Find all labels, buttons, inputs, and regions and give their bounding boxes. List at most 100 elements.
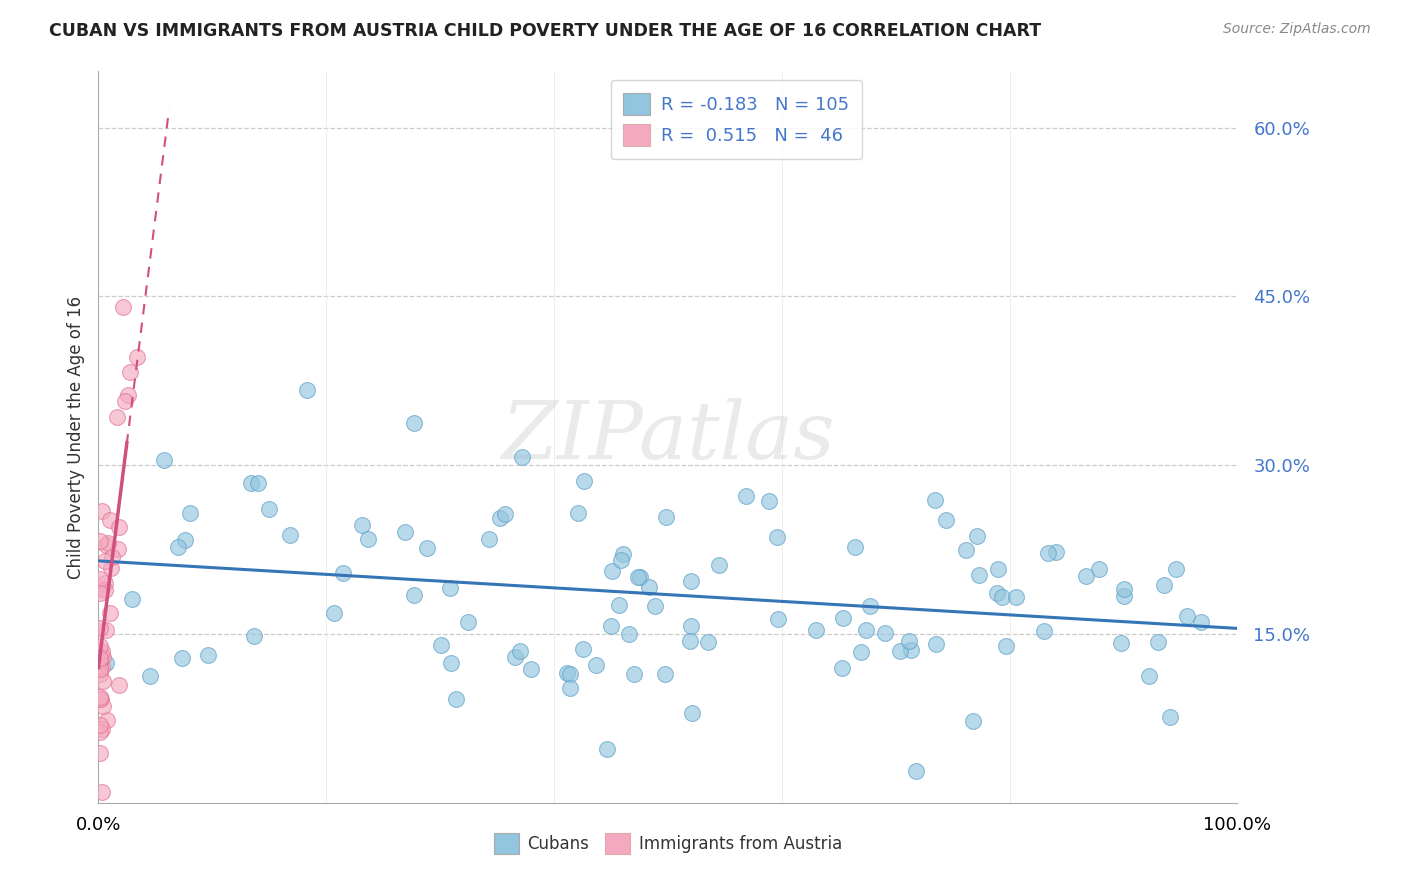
Y-axis label: Child Poverty Under the Age of 16: Child Poverty Under the Age of 16 — [66, 295, 84, 579]
Point — [509, 643, 531, 657]
Point — [89, 717, 111, 731]
Point — [1164, 562, 1187, 576]
Point — [89, 724, 111, 739]
Point — [1109, 636, 1132, 650]
Point — [89, 653, 111, 667]
Point — [242, 629, 264, 643]
Point — [89, 586, 111, 600]
Point — [697, 635, 720, 649]
Point — [91, 660, 114, 674]
Point — [101, 550, 124, 565]
Text: Source: ZipAtlas.com: Source: ZipAtlas.com — [1223, 22, 1371, 37]
Point — [1137, 668, 1160, 682]
Point — [100, 561, 122, 575]
Point — [430, 638, 453, 652]
Point — [170, 650, 193, 665]
Point — [138, 669, 160, 683]
Point — [278, 528, 301, 542]
Point — [873, 626, 896, 640]
Point — [114, 394, 136, 409]
Point — [94, 575, 117, 590]
Point — [257, 501, 280, 516]
Point — [152, 453, 174, 467]
Point — [90, 582, 112, 596]
Point — [612, 547, 634, 561]
Point — [596, 742, 619, 756]
Point — [107, 410, 129, 425]
Point — [966, 529, 988, 543]
Point — [96, 713, 118, 727]
Point — [174, 533, 197, 548]
Point — [94, 623, 117, 637]
Point — [89, 692, 111, 706]
Point — [558, 667, 581, 681]
Point — [558, 681, 581, 695]
Point — [111, 300, 134, 314]
Point — [457, 615, 479, 630]
Point — [125, 350, 148, 364]
Point — [1036, 546, 1059, 560]
Point — [91, 650, 114, 665]
Point — [89, 690, 111, 704]
Point — [654, 667, 676, 681]
Point — [197, 648, 219, 662]
Point — [1146, 635, 1168, 649]
Point — [1112, 582, 1135, 596]
Point — [91, 784, 114, 798]
Point — [94, 582, 117, 597]
Point — [90, 692, 112, 706]
Point — [121, 591, 143, 606]
Point — [439, 581, 461, 595]
Point — [89, 639, 111, 653]
Point — [89, 572, 111, 586]
Text: CUBAN VS IMMIGRANTS FROM AUSTRIA CHILD POVERTY UNDER THE AGE OF 16 CORRELATION C: CUBAN VS IMMIGRANTS FROM AUSTRIA CHILD P… — [49, 22, 1042, 40]
Point — [89, 746, 111, 760]
Point — [638, 580, 661, 594]
Point — [925, 636, 948, 650]
Text: ZIPatlas: ZIPatlas — [501, 399, 835, 475]
Point — [89, 534, 111, 549]
Point — [758, 494, 780, 508]
Point — [520, 662, 543, 676]
Point — [766, 530, 789, 544]
Point — [446, 691, 468, 706]
Point — [416, 541, 439, 555]
Point — [91, 674, 114, 689]
Point — [1175, 609, 1198, 624]
Point — [987, 562, 1010, 576]
Point — [617, 626, 640, 640]
Point — [439, 657, 461, 671]
Point — [89, 660, 111, 674]
Point — [1159, 709, 1181, 723]
Point — [89, 621, 111, 635]
Point — [844, 541, 866, 555]
Point — [855, 623, 877, 637]
Point — [681, 574, 703, 589]
Point — [962, 714, 984, 728]
Point — [117, 387, 139, 401]
Point — [681, 706, 703, 720]
Point — [709, 558, 731, 573]
Point — [955, 542, 977, 557]
Point — [1114, 589, 1136, 603]
Point — [572, 474, 595, 488]
Point — [859, 599, 882, 614]
Point — [97, 536, 120, 550]
Point — [108, 520, 131, 534]
Point — [766, 612, 789, 626]
Point — [610, 553, 633, 567]
Point — [100, 606, 122, 620]
Point — [1033, 624, 1056, 639]
Point — [89, 662, 111, 676]
Point — [600, 619, 623, 633]
Point — [404, 417, 426, 431]
Point — [900, 643, 922, 657]
Point — [118, 365, 141, 379]
Point — [655, 509, 678, 524]
Point — [967, 568, 990, 582]
Point — [628, 570, 651, 584]
Point — [889, 644, 911, 658]
Point — [107, 542, 129, 557]
Point — [91, 722, 114, 736]
Point — [571, 641, 593, 656]
